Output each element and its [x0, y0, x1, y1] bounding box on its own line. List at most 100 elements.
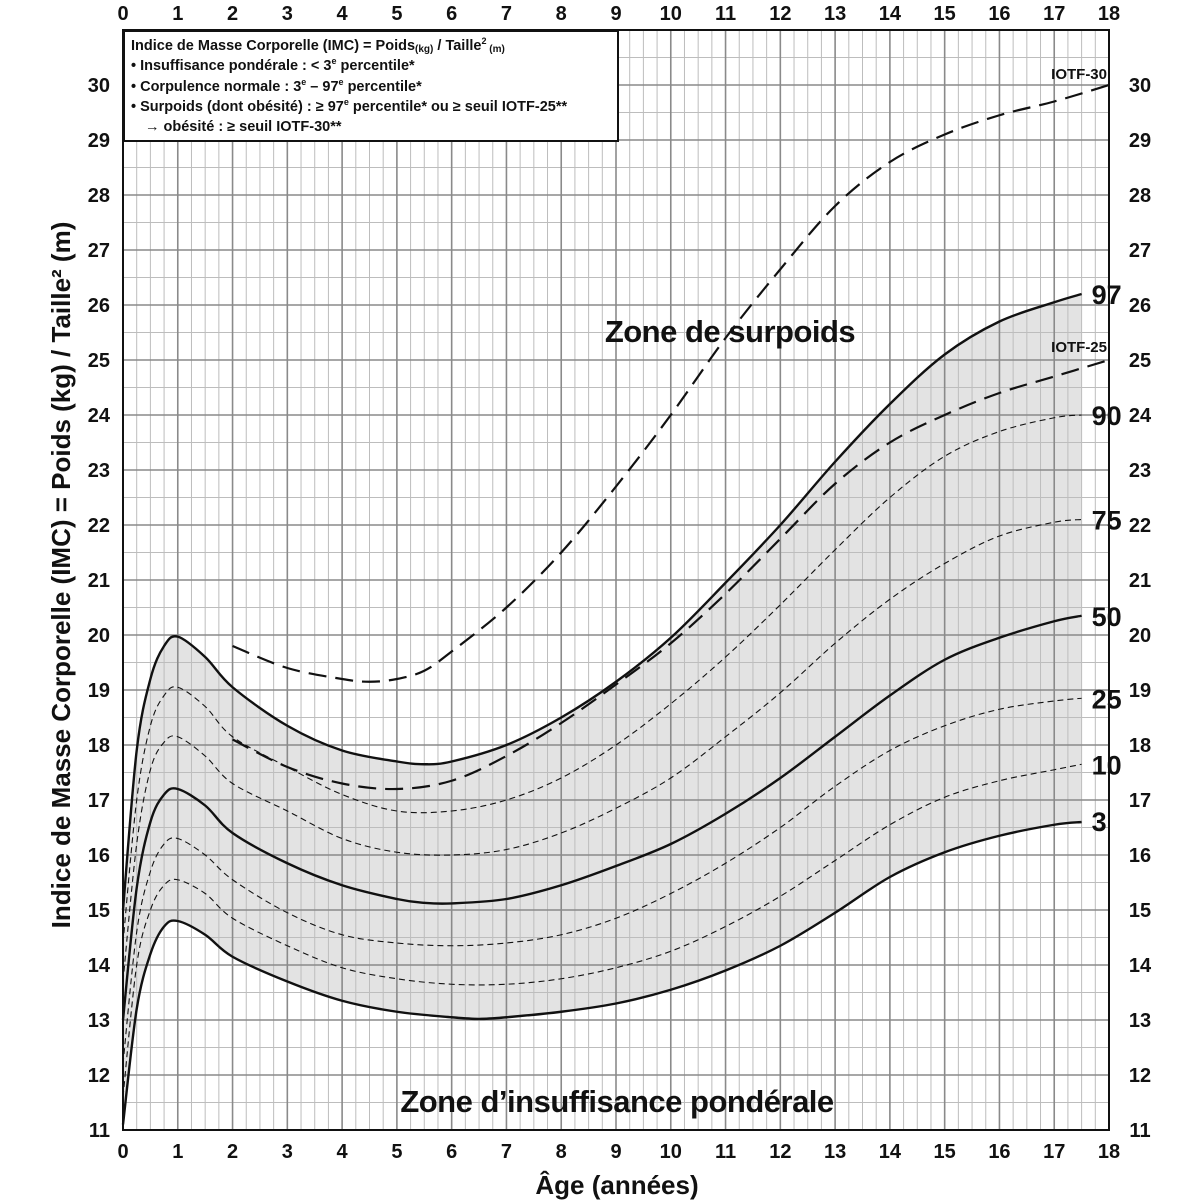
- curve-iotf-25: [232, 358, 1110, 791]
- grid-major: [122, 29, 1110, 1131]
- y-tick-right: 25: [1129, 350, 1151, 372]
- y-tick-left: 25: [88, 350, 110, 372]
- x-tick-top: 0: [117, 3, 128, 25]
- x-tick-top: 1: [172, 3, 183, 25]
- curve-label-10: 10: [1092, 750, 1122, 780]
- y-tick-right: 19: [1129, 680, 1151, 702]
- y-tick-right: 12: [1129, 1065, 1151, 1087]
- curve-10: [122, 763, 1082, 1098]
- legend-line-1: Indice de Masse Corporelle (IMC) = Poids…: [131, 36, 505, 55]
- y-tick-right: 26: [1129, 295, 1151, 317]
- x-tick-bottom: 10: [660, 1141, 682, 1163]
- y-tick-left: 27: [88, 240, 110, 262]
- x-tick-top: 6: [446, 3, 457, 25]
- curve-label-25: 25: [1092, 684, 1122, 714]
- y-tick-left: 11: [89, 1120, 110, 1142]
- x-tick-top: 12: [769, 3, 791, 25]
- x-tick-bottom: 0: [117, 1141, 128, 1163]
- curve-25: [122, 697, 1082, 1065]
- y-tick-left: 12: [88, 1065, 110, 1087]
- y-axis-title: Indice de Masse Corporelle (IMC) = Poids…: [46, 222, 76, 929]
- x-tick-top: 17: [1043, 3, 1065, 25]
- curve-label-90: 90: [1092, 401, 1122, 431]
- y-tick-left: 20: [88, 625, 110, 647]
- percentile-curves: 3 10 25 50 75 90 97 IOTF-25 IOTF-30: [121, 66, 1122, 1125]
- curve-label-iotf-30: IOTF-30: [1051, 66, 1107, 83]
- y-tick-right: 18: [1129, 735, 1151, 757]
- x-tick-bottom: 7: [501, 1141, 512, 1163]
- y-tick-left: 14: [88, 955, 111, 977]
- x-tick-top: 13: [824, 3, 846, 25]
- x-tick-bottom: 12: [769, 1141, 791, 1163]
- x-tick-bottom: 8: [556, 1141, 567, 1163]
- y-tick-right: 17: [1129, 790, 1151, 812]
- x-tick-top: 8: [556, 3, 567, 25]
- x-tick-bottom: 18: [1098, 1141, 1120, 1163]
- y-tick-left: 17: [88, 790, 110, 812]
- x-tick-bottom: 13: [824, 1141, 846, 1163]
- y-tick-left: 21: [88, 570, 110, 592]
- x-tick-top: 14: [879, 3, 902, 25]
- y-tick-left: 18: [88, 735, 110, 757]
- y-tick-right: 28: [1129, 185, 1151, 207]
- y-tick-left: 26: [88, 295, 110, 317]
- x-tick-bottom: 17: [1043, 1141, 1065, 1163]
- y-tick-left: 15: [88, 900, 110, 922]
- y-tick-left: 13: [88, 1010, 110, 1032]
- legend-line-3: • Corpulence normale : 3e – 97e percenti…: [131, 77, 422, 95]
- zone-label-overweight: Zone de surpoids: [605, 314, 855, 349]
- x-tick-bottom: 9: [610, 1141, 621, 1163]
- x-tick-bottom: 1: [172, 1141, 183, 1163]
- y-tick-right: 11: [1129, 1120, 1150, 1142]
- y-tick-right: 23: [1129, 460, 1151, 482]
- x-tick-top: 3: [282, 3, 293, 25]
- y-tick-left: 23: [88, 460, 110, 482]
- x-tick-bottom: 16: [988, 1141, 1010, 1163]
- x-tick-top: 9: [610, 3, 621, 25]
- y-tick-left: 19: [88, 680, 110, 702]
- x-tick-top: 7: [501, 3, 512, 25]
- x-tick-bottom: 14: [879, 1141, 902, 1163]
- x-tick-top: 15: [934, 3, 956, 25]
- x-tick-top: 2: [227, 3, 238, 25]
- legend-line-4: • Surpoids (dont obésité) : ≥ 97e percen…: [131, 97, 567, 115]
- zone-label-underweight: Zone d’insuffisance pondérale: [400, 1084, 834, 1119]
- x-tick-bottom: 15: [934, 1141, 956, 1163]
- y-tick-left: 28: [88, 185, 110, 207]
- curve-iotf-30: [232, 83, 1110, 683]
- y-tick-right: 22: [1129, 515, 1151, 537]
- curve-label-50: 50: [1092, 602, 1122, 632]
- legend: Indice de Masse Corporelle (IMC) = Poids…: [123, 30, 619, 142]
- x-tick-bottom: 6: [446, 1141, 457, 1163]
- x-axis-title: Âge (années): [535, 1170, 698, 1200]
- y-tick-right: 30: [1129, 75, 1151, 97]
- x-tick-top: 5: [391, 3, 402, 25]
- curve-75: [122, 518, 1082, 982]
- curve-50: [121, 614, 1082, 1021]
- x-tick-bottom: 11: [715, 1141, 736, 1163]
- legend-line-2: • Insuffisance pondérale : < 3e percenti…: [131, 56, 415, 74]
- y-tick-right: 15: [1129, 900, 1151, 922]
- y-tick-right: 29: [1129, 130, 1151, 152]
- legend-line-5: → obésité : ≥ seuil IOTF-30**: [145, 119, 342, 135]
- y-tick-left: 24: [88, 405, 111, 427]
- y-tick-right: 24: [1129, 405, 1152, 427]
- curve-label-3: 3: [1092, 807, 1107, 837]
- x-tick-bottom: 4: [337, 1141, 349, 1163]
- y-tick-right: 14: [1129, 955, 1152, 977]
- curve-3: [121, 820, 1082, 1125]
- y-tick-left: 16: [88, 845, 110, 867]
- x-tick-bottom: 3: [282, 1141, 293, 1163]
- y-tick-right: 21: [1129, 570, 1151, 592]
- y-tick-right: 27: [1129, 240, 1151, 262]
- x-tick-bottom: 2: [227, 1141, 238, 1163]
- y-tick-left: 22: [88, 515, 110, 537]
- y-tick-right: 13: [1129, 1010, 1151, 1032]
- x-tick-bottom: 5: [391, 1141, 402, 1163]
- curve-label-iotf-25: IOTF-25: [1051, 339, 1107, 356]
- x-tick-top: 16: [988, 3, 1010, 25]
- tick-labels: 0011223344556677889910101111121213131414…: [88, 3, 1152, 1163]
- x-tick-top: 10: [660, 3, 682, 25]
- y-tick-left: 30: [88, 75, 110, 97]
